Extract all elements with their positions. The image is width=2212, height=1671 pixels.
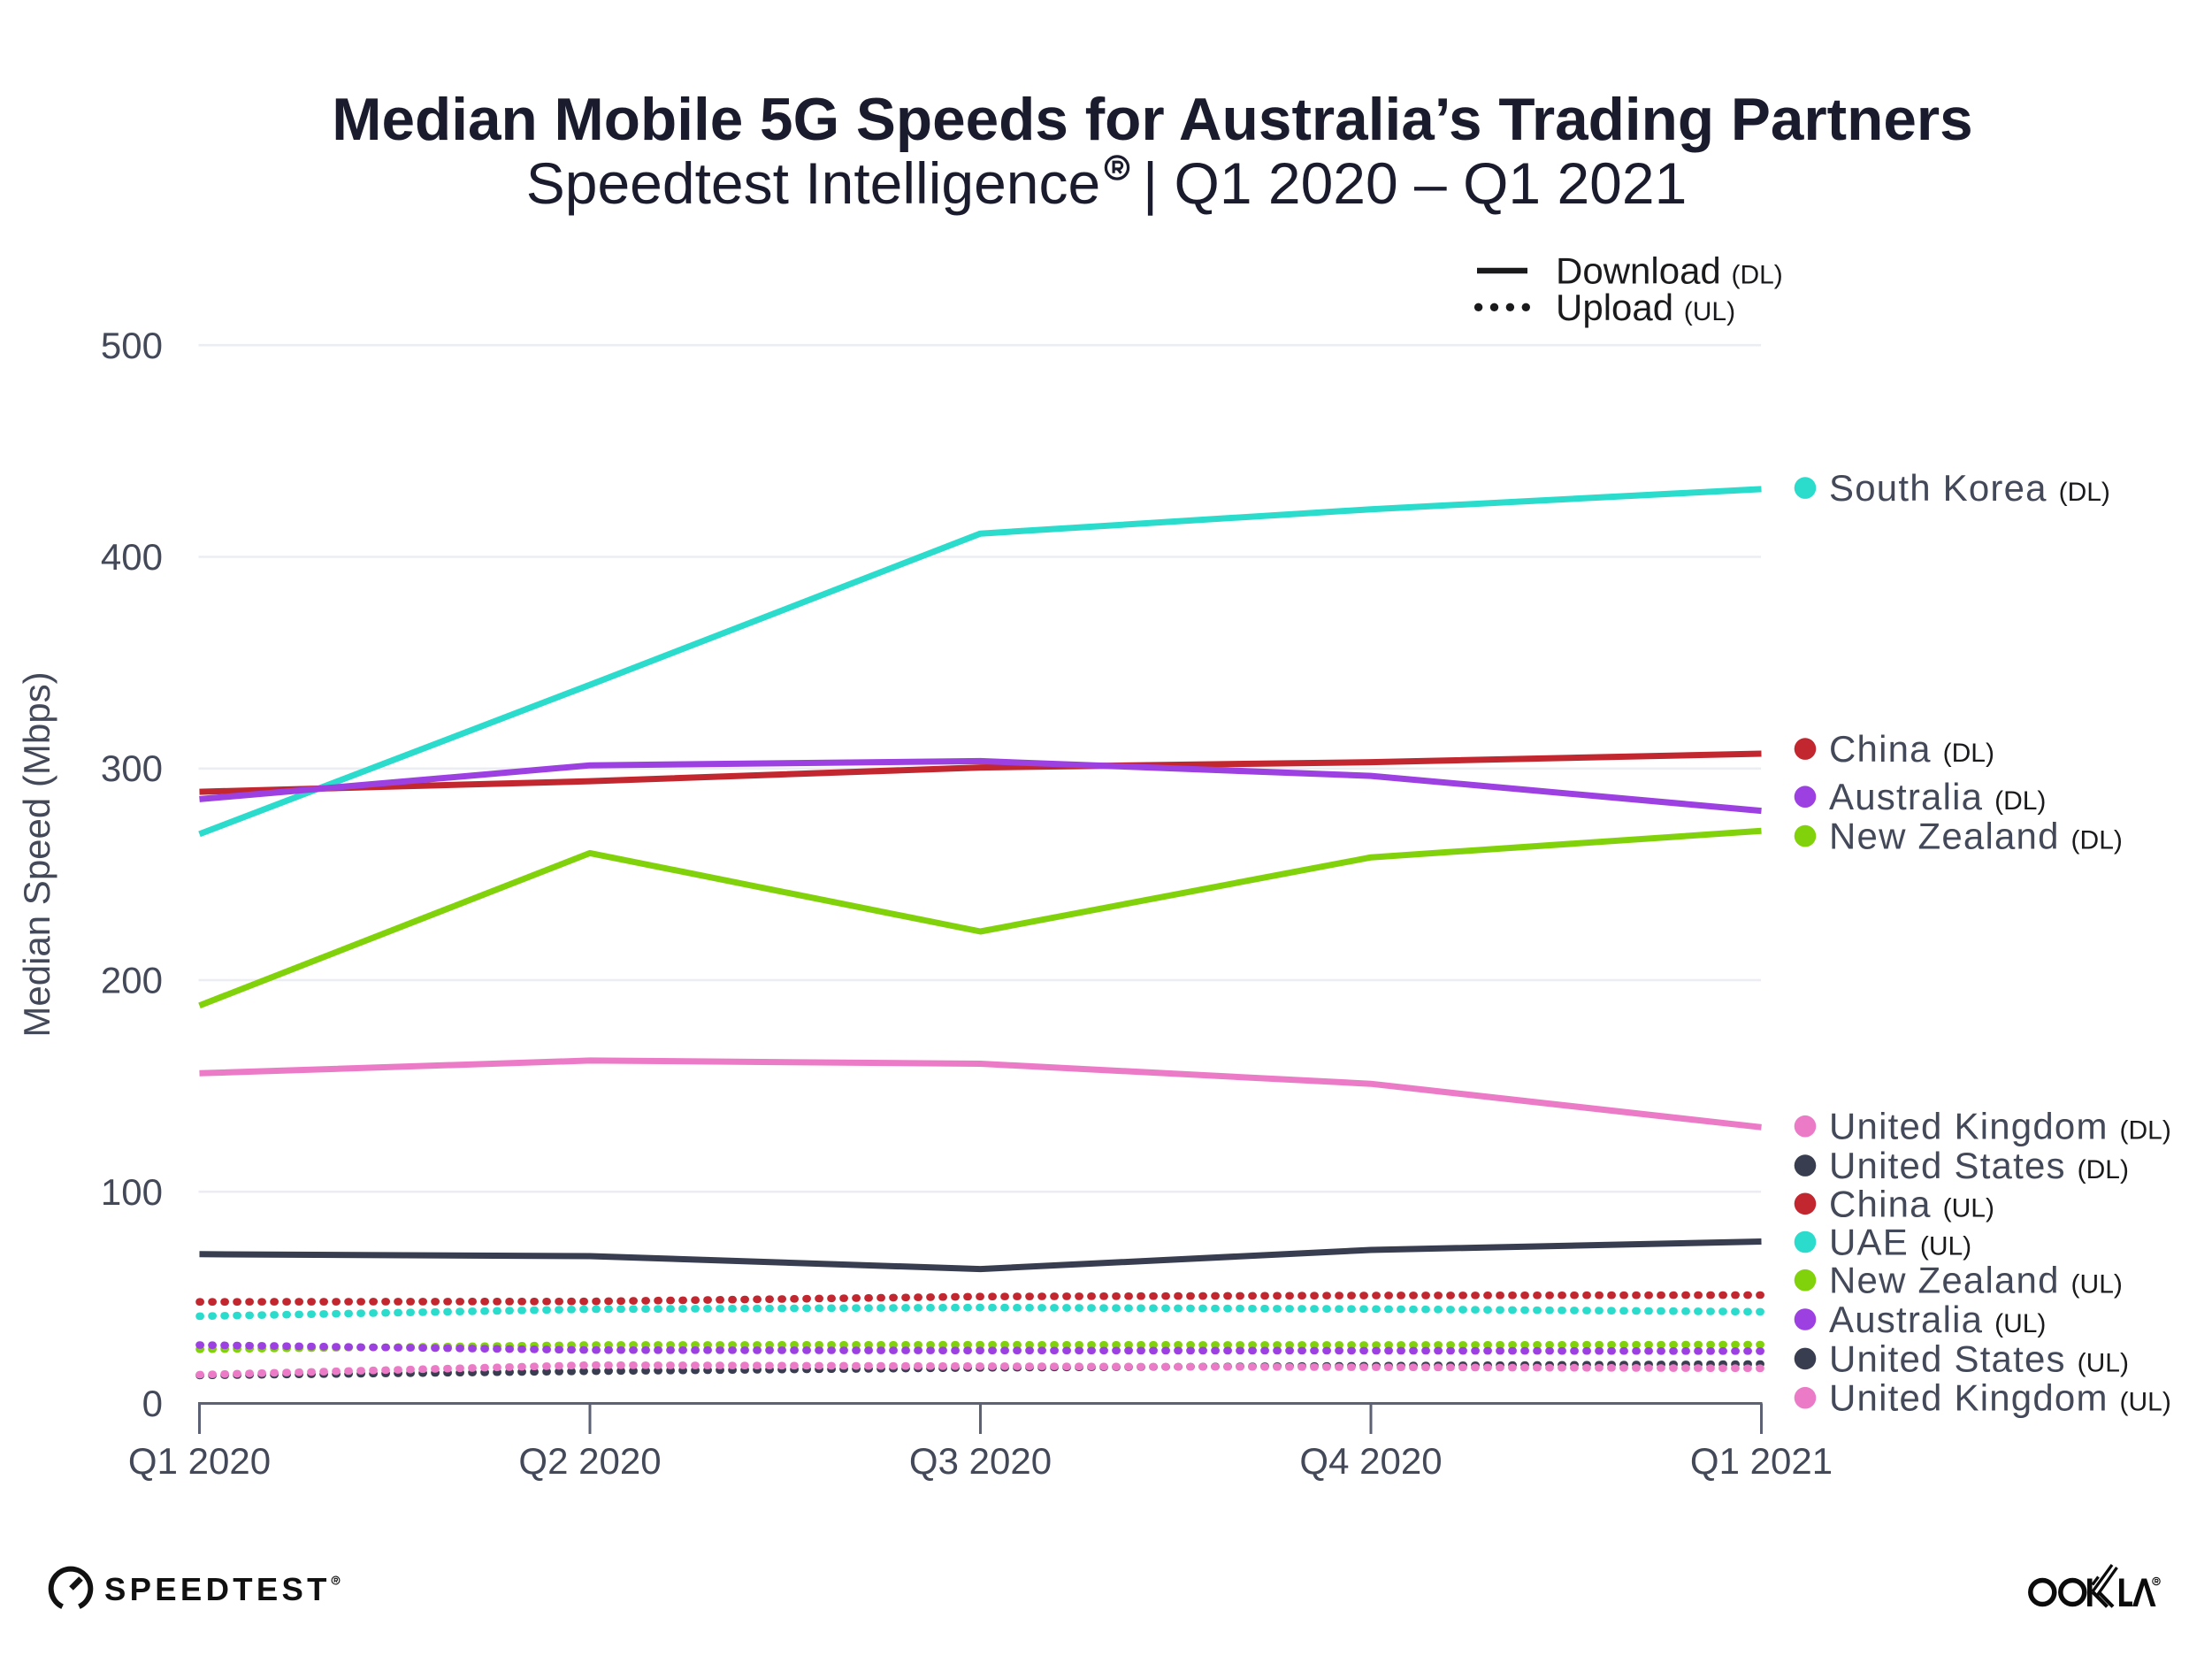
svg-text:Median Speed (Mbps): Median Speed (Mbps) <box>16 671 57 1037</box>
svg-text:United Kingdom (UL): United Kingdom (UL) <box>1829 1377 2171 1419</box>
svg-text:500: 500 <box>101 325 163 366</box>
svg-text:Australia (DL): Australia (DL) <box>1829 776 2046 817</box>
svg-text:Q4 2020: Q4 2020 <box>1299 1440 1442 1482</box>
svg-text:Q2 2020: Q2 2020 <box>518 1440 661 1482</box>
svg-text:100: 100 <box>101 1171 163 1213</box>
svg-text:Q1 2020: Q1 2020 <box>128 1440 271 1482</box>
svg-text:United Kingdom (DL): United Kingdom (DL) <box>1829 1106 2171 1147</box>
svg-text:400: 400 <box>101 536 163 578</box>
svg-text:Median Mobile 5G Speeds for Au: Median Mobile 5G Speeds for Australia’s … <box>332 87 1972 153</box>
svg-text:Q1 2021: Q1 2021 <box>1690 1440 1833 1482</box>
svg-text:SPEEDTEST: SPEEDTEST <box>104 1571 331 1607</box>
svg-text:0: 0 <box>142 1383 163 1424</box>
svg-text:Q3 2020: Q3 2020 <box>909 1440 1052 1482</box>
svg-text:New Zealand (DL): New Zealand (DL) <box>1829 816 2123 857</box>
svg-text:Download (DL): Download (DL) <box>1556 250 1783 292</box>
svg-text:300: 300 <box>101 747 163 789</box>
svg-text:200: 200 <box>101 960 163 1001</box>
svg-text:South Korea (DL): South Korea (DL) <box>1829 467 2110 509</box>
